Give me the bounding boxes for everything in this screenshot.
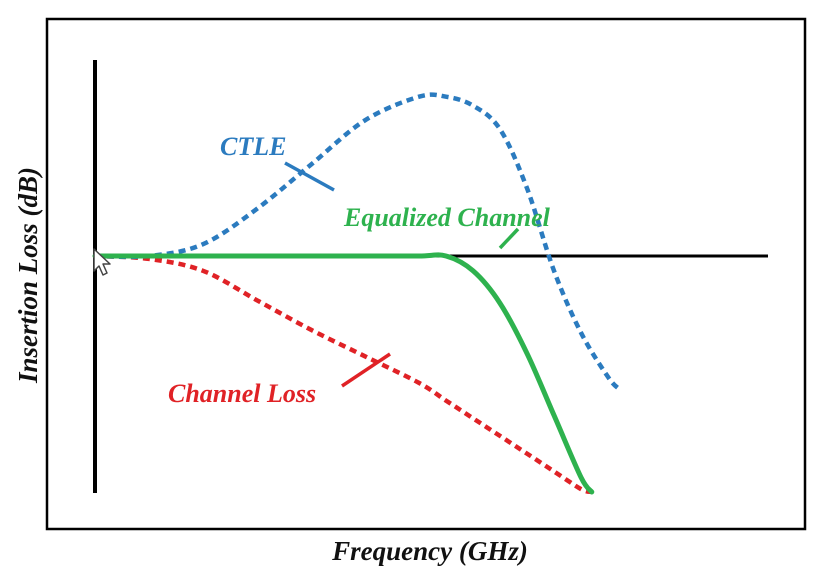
channel-loss-label: Channel Loss — [168, 379, 316, 408]
equalized-channel-label: Equalized Channel — [343, 203, 551, 232]
series-equalized-channel-line — [92, 252, 595, 495]
x-axis-label: Frequency (GHz) — [331, 536, 528, 566]
y-axis-label: Insertion Loss (dB) — [13, 167, 43, 384]
ctle-pointer-line — [284, 161, 335, 192]
series-channel-loss-line — [94, 253, 593, 495]
mouse-pointer-icon — [93, 248, 111, 276]
plot-frame — [45, 17, 807, 531]
equalized-channel-pointer-line — [498, 227, 520, 250]
series-ctle-line — [94, 92, 621, 391]
ctle-label: CTLE — [220, 132, 286, 161]
channel-loss-pointer-line — [341, 352, 391, 388]
series-layer — [92, 92, 621, 495]
